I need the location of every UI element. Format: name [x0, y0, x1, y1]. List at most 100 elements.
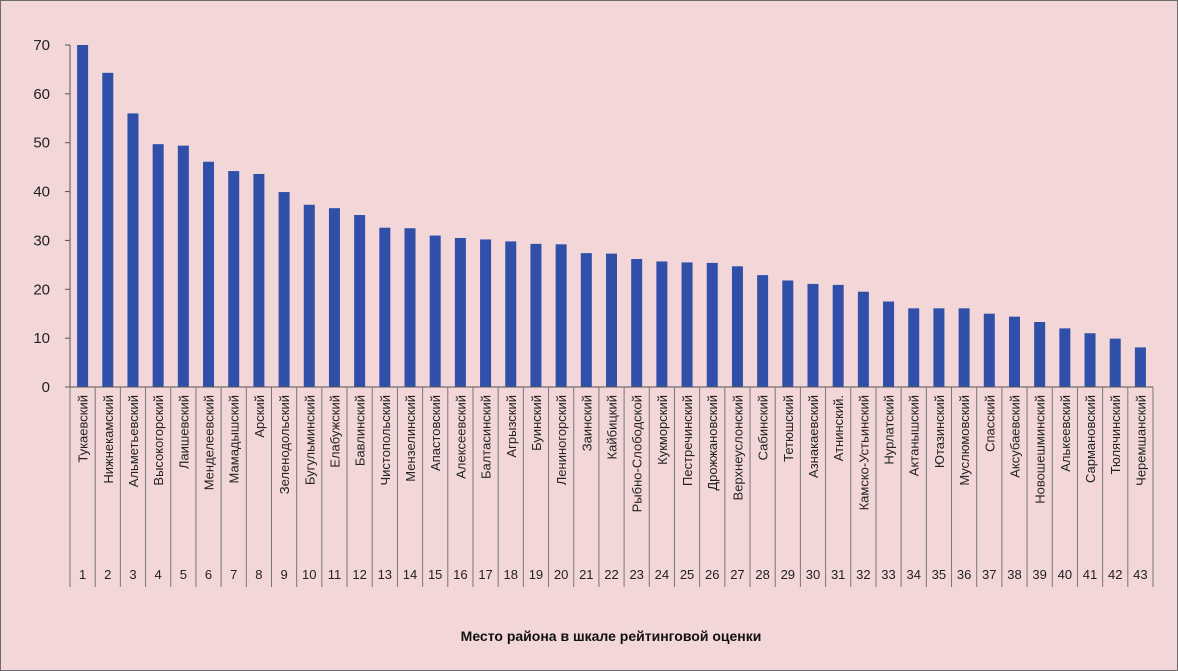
- category-label: Бугульминский: [302, 395, 317, 485]
- bar: [429, 235, 441, 387]
- category-label: Дрожжановский: [705, 395, 720, 491]
- y-tick-label: 0: [42, 379, 50, 396]
- category-label: Спасский: [982, 395, 997, 452]
- x-axis-title: Место района в шкале рейтинговой оценки: [461, 628, 762, 644]
- bar: [580, 253, 592, 387]
- category-label: Высокогорский: [151, 395, 166, 486]
- rank-label: 18: [504, 567, 518, 582]
- category-label: Аксубаевский: [1007, 395, 1022, 478]
- bar: [706, 262, 718, 387]
- bar: [1084, 333, 1096, 387]
- category-label: Новошешминский: [1033, 395, 1048, 504]
- rank-label: 30: [806, 567, 820, 582]
- bar: [1034, 322, 1046, 387]
- category-label: Чистопольский: [378, 395, 393, 486]
- bar: [983, 313, 995, 387]
- bar: [1059, 328, 1071, 387]
- bar: [631, 258, 643, 387]
- rank-label: 23: [629, 567, 643, 582]
- rank-label: 10: [302, 567, 316, 582]
- rank-label: 34: [906, 567, 920, 582]
- bar: [832, 284, 844, 387]
- rank-label: 42: [1108, 567, 1122, 582]
- category-label: Буинский: [529, 395, 544, 451]
- bar: [278, 192, 290, 387]
- bar: [328, 208, 340, 387]
- rank-label: 35: [932, 567, 946, 582]
- rank-label: 27: [730, 567, 744, 582]
- rank-label: 21: [579, 567, 593, 582]
- rank-label: 40: [1058, 567, 1072, 582]
- bar: [857, 291, 869, 387]
- bar: [253, 173, 265, 387]
- bar: [656, 261, 668, 387]
- category-label: Нижнекамский: [101, 395, 116, 484]
- bar: [757, 275, 769, 387]
- rank-label: 43: [1133, 567, 1147, 582]
- category-label: Арский: [252, 395, 267, 438]
- rank-label: 3: [129, 567, 136, 582]
- bar: [908, 308, 920, 387]
- rank-label: 16: [453, 567, 467, 582]
- category-label: Елабужский: [327, 395, 342, 468]
- rank-label: 26: [705, 567, 719, 582]
- rank-label: 15: [428, 567, 442, 582]
- rank-label: 33: [881, 567, 895, 582]
- bar: [404, 228, 416, 387]
- rank-label: 17: [478, 567, 492, 582]
- rank-label: 29: [781, 567, 795, 582]
- rank-label: 2: [104, 567, 111, 582]
- rank-label: 38: [1007, 567, 1021, 582]
- bar: [228, 171, 240, 387]
- bar: [807, 283, 819, 387]
- bar: [127, 113, 139, 388]
- rank-label: 9: [280, 567, 287, 582]
- rank-label: 1: [79, 567, 86, 582]
- bar: [681, 262, 693, 387]
- category-label: Альметьевский: [126, 395, 141, 487]
- bar: [152, 144, 164, 387]
- bar: [1109, 338, 1121, 387]
- rank-label: 41: [1083, 567, 1097, 582]
- bar: [454, 237, 466, 387]
- category-label: Сабинский: [756, 395, 771, 460]
- bar: [379, 227, 391, 387]
- category-label: Зеленодольский: [277, 395, 292, 494]
- rank-label: 22: [604, 567, 618, 582]
- category-label: Верхнеуслонский: [730, 395, 745, 500]
- rank-label: 24: [655, 567, 669, 582]
- category-label: Кайбицкий: [605, 395, 620, 459]
- category-label: Черемшанский: [1133, 395, 1148, 486]
- bar: [203, 161, 215, 387]
- bars: [77, 45, 1146, 388]
- category-label: Заинский: [579, 395, 594, 451]
- rank-label: 36: [957, 567, 971, 582]
- category-label: Кукморский: [655, 395, 670, 465]
- y-axis-ticks: 0 10 20 30 40 50 60 70: [33, 37, 70, 396]
- bar: [782, 280, 794, 387]
- rank-label: 19: [529, 567, 543, 582]
- y-tick-label: 50: [33, 135, 50, 152]
- rank-label: 39: [1032, 567, 1046, 582]
- category-label: Лениногорский: [554, 395, 569, 485]
- bar: [555, 244, 567, 387]
- category-label: Алексеевский: [453, 395, 468, 479]
- y-tick-label: 70: [33, 37, 50, 54]
- y-tick-label: 20: [33, 281, 50, 298]
- bar: [958, 308, 970, 387]
- bar: [1134, 347, 1146, 387]
- y-tick-label: 10: [33, 330, 50, 347]
- rank-label: 32: [856, 567, 870, 582]
- x-axis-category-labels: Тукаевский Нижнекамский Альметьевский Высок…: [76, 395, 1149, 512]
- category-label: Атнинский.: [831, 395, 846, 461]
- category-label: Мамадышский: [227, 395, 242, 483]
- category-label: Апастовский: [428, 395, 443, 471]
- bar: [480, 239, 492, 387]
- rank-label: 11: [328, 567, 342, 582]
- category-label: Азнакаевский: [806, 395, 821, 478]
- bar: [933, 308, 945, 387]
- category-label: Рыбно-Слободской: [630, 395, 645, 512]
- bar: [883, 301, 895, 387]
- rank-label: 37: [982, 567, 996, 582]
